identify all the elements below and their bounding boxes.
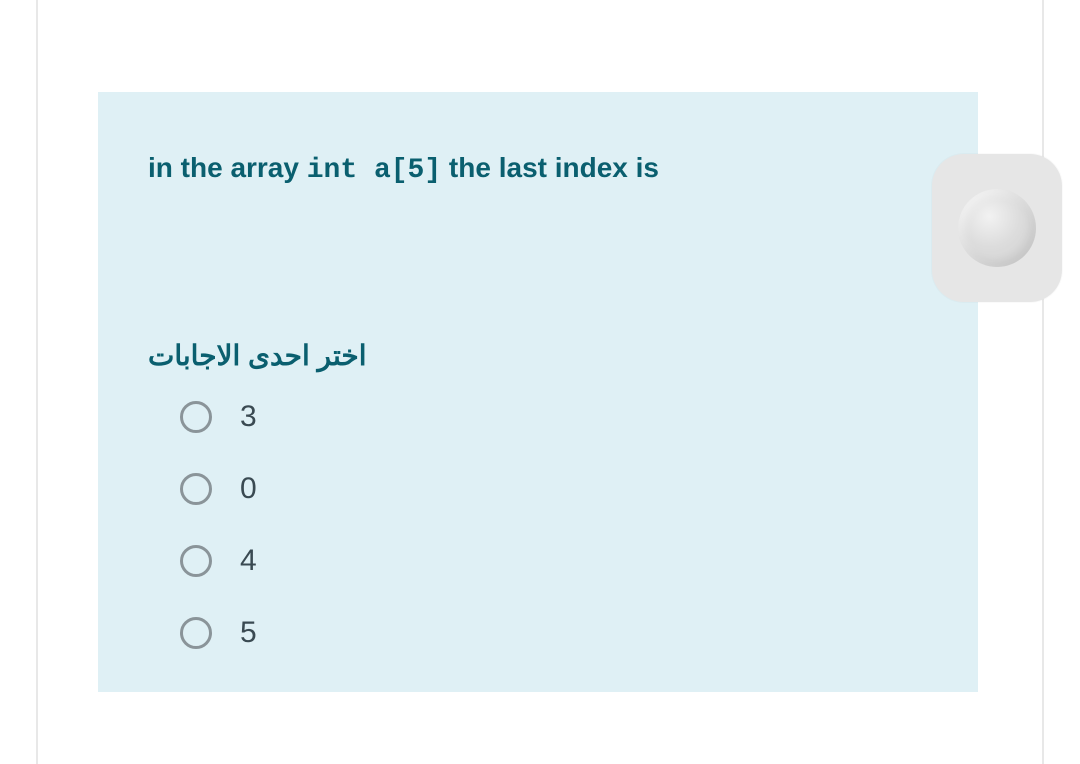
option-label: 3: [240, 400, 257, 434]
option-row: 0: [180, 472, 928, 506]
option-label: 4: [240, 544, 257, 578]
question-panel: in the array int a[5] the last index is …: [98, 92, 978, 692]
choose-answer-label: اختر احدى الاجابات: [148, 339, 928, 372]
side-widget[interactable]: [932, 154, 1062, 302]
option-label: 0: [240, 472, 257, 506]
option-row: 5: [180, 616, 928, 650]
question-prefix: in the array: [148, 152, 307, 183]
question-text: in the array int a[5] the last index is: [148, 150, 928, 189]
radio-option-1[interactable]: [180, 473, 212, 505]
option-row: 4: [180, 544, 928, 578]
option-label: 5: [240, 616, 257, 650]
side-widget-orb-icon: [958, 189, 1036, 267]
options-group: 3 0 4 5: [180, 400, 928, 650]
radio-option-2[interactable]: [180, 545, 212, 577]
radio-option-0[interactable]: [180, 401, 212, 433]
option-row: 3: [180, 400, 928, 434]
question-suffix: the last index is: [441, 152, 659, 183]
question-code: int a[5]: [307, 155, 441, 186]
radio-option-3[interactable]: [180, 617, 212, 649]
